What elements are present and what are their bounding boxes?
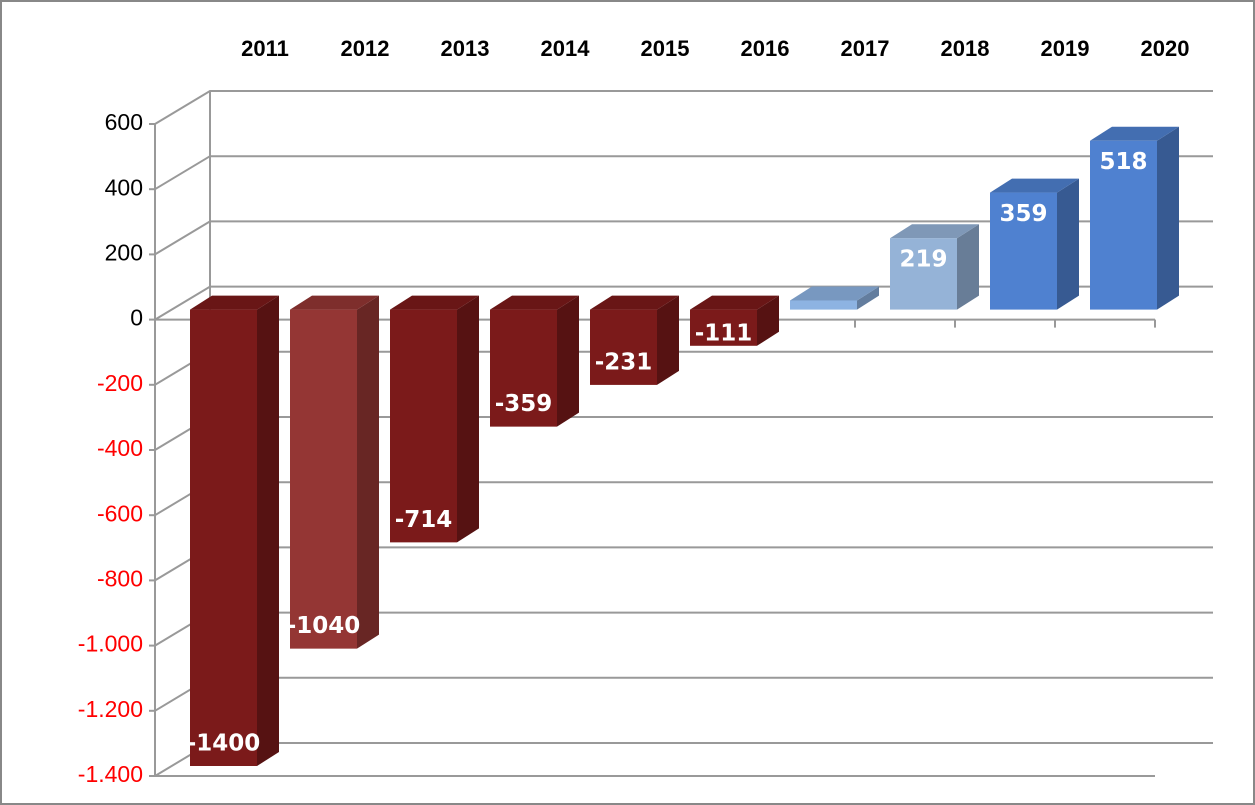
bar-side — [457, 295, 479, 543]
y-tick-label: -1.200 — [78, 696, 143, 722]
data-label: 219 — [899, 247, 947, 273]
y-tick-label: 600 — [105, 109, 143, 135]
bar-side — [557, 295, 579, 427]
grid-line — [154, 220, 1213, 256]
bar-top — [190, 295, 279, 310]
bar-side — [757, 295, 779, 346]
x-tick-label: 2014 — [541, 36, 591, 61]
y-tick-label: 400 — [105, 174, 143, 200]
y-tick-label: -400 — [97, 435, 143, 461]
bar — [890, 238, 957, 310]
data-label: -231 — [595, 349, 653, 375]
x-tick-label: 2013 — [441, 36, 490, 61]
data-label: 518 — [1099, 149, 1147, 175]
bar-side — [857, 286, 879, 310]
bar-top — [790, 286, 879, 301]
bar-top — [990, 178, 1079, 193]
y-tick-label: -600 — [97, 500, 143, 526]
x-tick-label: 2018 — [941, 36, 990, 61]
y-tick-label: -1.400 — [78, 761, 143, 787]
bar — [990, 192, 1057, 310]
bar — [1090, 140, 1157, 310]
data-label: -359 — [495, 391, 553, 417]
y-tick-label: -200 — [97, 370, 143, 396]
bar-top — [390, 295, 479, 310]
data-label: -111 — [695, 320, 753, 346]
bar-top — [690, 295, 779, 310]
x-tick-label: 2020 — [1141, 36, 1190, 61]
y-tick-label: 0 — [130, 305, 143, 331]
bar-side — [1157, 126, 1179, 310]
bar-top — [290, 295, 379, 310]
y-tick-label: -1.000 — [78, 631, 143, 657]
data-label: -1400 — [187, 731, 261, 757]
grid-line — [154, 90, 1213, 125]
x-tick-label: 2012 — [341, 36, 390, 61]
bar — [690, 309, 757, 346]
bar-side — [657, 295, 679, 385]
bar — [590, 309, 657, 385]
bar-side — [357, 295, 379, 649]
bar-top — [490, 295, 579, 310]
bar — [190, 309, 257, 766]
bar-side — [257, 295, 279, 766]
bar — [490, 309, 557, 427]
bar-top — [1090, 126, 1179, 141]
x-tick-label: 2015 — [641, 36, 690, 61]
x-tick-label: 2017 — [841, 36, 890, 61]
x-tick-label: 2019 — [1041, 36, 1090, 61]
bar-side — [957, 224, 979, 310]
bar — [790, 300, 857, 310]
bar-side — [1057, 178, 1079, 310]
data-label: -714 — [395, 507, 453, 533]
bar-top — [590, 295, 679, 310]
data-label: 28 — [807, 255, 839, 281]
y-tick-label: -800 — [97, 565, 143, 591]
x-tick-label: 2016 — [741, 36, 790, 61]
y-tick-label: 200 — [105, 239, 143, 265]
bar — [390, 309, 457, 543]
bar-top — [890, 224, 979, 239]
bar — [290, 309, 357, 649]
data-label: -1040 — [287, 613, 361, 639]
grid-line — [154, 155, 1213, 191]
x-tick-label: 2011 — [241, 36, 289, 61]
data-label: 359 — [999, 201, 1047, 227]
